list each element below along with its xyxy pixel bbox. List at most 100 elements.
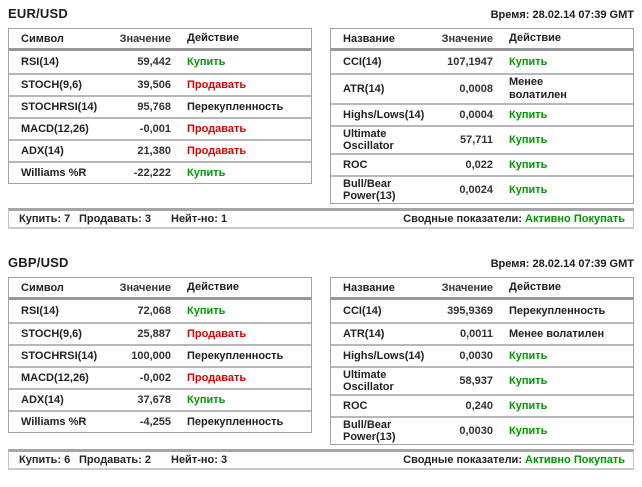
indicator-action: Менее волатилен <box>509 327 605 340</box>
column-header-value: Значение <box>441 281 493 294</box>
indicator-value: 0,0030 <box>459 425 493 437</box>
indicator-action: Купить <box>187 166 226 179</box>
indicator-name: Williams %R <box>21 416 87 428</box>
indicator-name: ATR(14) <box>343 328 385 340</box>
indicator-value: 72,068 <box>137 305 171 317</box>
indicator-action: Купить <box>509 55 548 68</box>
indicator-value: 0,0004 <box>459 109 493 121</box>
summary-overall-verdict: Активно Покупать <box>525 454 625 466</box>
indicator-value: 39,506 <box>137 79 171 91</box>
indicator-action: Купить <box>187 393 226 406</box>
indicator-action: Перекупленность <box>187 100 284 113</box>
table-row: CCI(14) 395,9369 Перекупленность <box>331 300 633 322</box>
section-eurusd: EUR/USD Время: 28.02.14 07:39 GMT Символ… <box>8 6 634 229</box>
column-header-action: Действие <box>187 32 239 44</box>
indicator-action: Купить <box>509 183 548 196</box>
indicator-name: RSI(14) <box>21 305 59 317</box>
column-header-action: Действие <box>509 281 561 293</box>
table-row: MACD(12,26) -0,002 Продавать <box>9 366 311 388</box>
indicator-name: ADX(14) <box>21 394 64 406</box>
indicator-name: Williams %R <box>21 167 87 179</box>
time-label: Время: 28.02.14 07:39 GMT <box>490 258 634 270</box>
summary-bar: Купить: 6 Продавать: 2 Нейт-но: 3 Сводны… <box>8 449 634 470</box>
column-header-symbol: Символ <box>21 281 64 294</box>
indicator-value: 0,0024 <box>459 184 493 196</box>
pair-title: GBP/USD <box>8 255 69 270</box>
indicator-action: Купить <box>187 304 226 317</box>
summary-neutral-count: Нейт-но: 3 <box>171 454 228 466</box>
indicators-table: Название Значение Действие CCI(14) 395,9… <box>330 277 634 445</box>
summary-overall-label: Сводные показатели: <box>403 454 522 466</box>
table-row: STOCHRSI(14) 100,000 Перекупленность <box>9 344 311 366</box>
indicator-name: MACD(12,26) <box>21 372 89 384</box>
indicator-action: Перекупленность <box>509 304 606 317</box>
indicator-value: 25,887 <box>137 328 171 340</box>
indicator-name: STOCH(9,6) <box>21 328 82 340</box>
column-header-symbol: Символ <box>21 32 64 45</box>
indicator-value: 100,000 <box>131 350 171 362</box>
section-header: GBP/USD Время: 28.02.14 07:39 GMT <box>8 255 634 270</box>
table-row: ADX(14) 37,678 Купить <box>9 388 311 410</box>
summary-sell-count: Продавать: 3 <box>79 213 152 225</box>
indicator-action: Купить <box>509 399 548 412</box>
table-row: MACD(12,26) -0,001 Продавать <box>9 117 311 139</box>
table-row: STOCH(9,6) 25,887 Продавать <box>9 322 311 344</box>
indicator-action: Перекупленность <box>187 415 284 428</box>
summary-bar: Купить: 7 Продавать: 3 Нейт-но: 1 Сводны… <box>8 208 634 229</box>
indicator-action: Продавать <box>187 144 247 157</box>
indicator-name: CCI(14) <box>343 305 382 317</box>
section-header: EUR/USD Время: 28.02.14 07:39 GMT <box>8 6 634 21</box>
oscillators-table: Символ Значение Действие RSI(14) 59,442 … <box>8 28 312 184</box>
indicator-name: Highs/Lows(14) <box>343 109 425 121</box>
indicator-value: 59,442 <box>137 56 171 68</box>
ta-widget: EUR/USD Время: 28.02.14 07:39 GMT Символ… <box>8 6 634 470</box>
summary-overall: Сводные показатели: Активно Покупать <box>403 454 625 466</box>
indicator-name: Ultimate Oscillator <box>343 369 394 393</box>
indicator-action: Продавать <box>187 122 247 135</box>
table-row: Highs/Lows(14) 0,0004 Купить <box>331 103 633 125</box>
table-row: ROC 0,240 Купить <box>331 394 633 416</box>
indicator-name: Bull/Bear Power(13) <box>343 419 396 443</box>
table-row: Williams %R -22,222 Купить <box>9 161 311 183</box>
table-header-row: Название Значение Действие <box>331 278 633 300</box>
indicator-value: 0,240 <box>465 400 493 412</box>
indicator-value: 21,380 <box>137 145 171 157</box>
indicator-value: 58,937 <box>459 375 493 387</box>
indicator-name: ATR(14) <box>343 83 385 95</box>
table-row: Williams %R -4,255 Перекупленность <box>9 410 311 432</box>
indicator-name: STOCH(9,6) <box>21 79 82 91</box>
indicators-table: Название Значение Действие CCI(14) 107,1… <box>330 28 634 204</box>
indicator-action: Купить <box>187 55 226 68</box>
table-row: STOCHRSI(14) 95,768 Перекупленность <box>9 95 311 117</box>
summary-overall-label: Сводные показатели: <box>403 213 522 225</box>
section-gbpusd: GBP/USD Время: 28.02.14 07:39 GMT Символ… <box>8 255 634 470</box>
indicator-value: 95,768 <box>137 101 171 113</box>
indicator-value: 57,711 <box>459 134 493 146</box>
indicator-action: Купить <box>509 374 548 387</box>
tables-row: Символ Значение Действие RSI(14) 72,068 … <box>8 277 634 445</box>
table-header-row: Символ Значение Действие <box>9 278 311 300</box>
indicator-action: Купить <box>509 158 548 171</box>
table-row: Ultimate Oscillator 58,937 Купить <box>331 366 633 394</box>
table-row: Bull/Bear Power(13) 0,0030 Купить <box>331 416 633 444</box>
indicator-name: CCI(14) <box>343 56 382 68</box>
indicator-name: Highs/Lows(14) <box>343 350 425 362</box>
indicator-name: RSI(14) <box>21 56 59 68</box>
table-header-row: Символ Значение Действие <box>9 29 311 51</box>
table-header-row: Название Значение Действие <box>331 29 633 51</box>
table-row: ADX(14) 21,380 Продавать <box>9 139 311 161</box>
column-header-value: Значение <box>441 32 493 45</box>
indicator-name: MACD(12,26) <box>21 123 89 135</box>
indicator-name: Ultimate Oscillator <box>343 128 394 152</box>
table-row: CCI(14) 107,1947 Купить <box>331 51 633 73</box>
indicator-value: 0,022 <box>465 159 493 171</box>
indicator-value: -22,222 <box>133 167 171 179</box>
indicator-name: Bull/Bear Power(13) <box>343 178 396 202</box>
indicator-value: 0,0008 <box>459 83 493 95</box>
summary-overall: Сводные показатели: Активно Покупать <box>403 213 625 225</box>
column-header-value: Значение <box>119 32 171 45</box>
table-row: RSI(14) 72,068 Купить <box>9 300 311 322</box>
summary-sell-count: Продавать: 2 <box>79 454 152 466</box>
indicator-value: 0,0011 <box>459 328 493 340</box>
indicator-action: Продавать <box>187 78 247 91</box>
